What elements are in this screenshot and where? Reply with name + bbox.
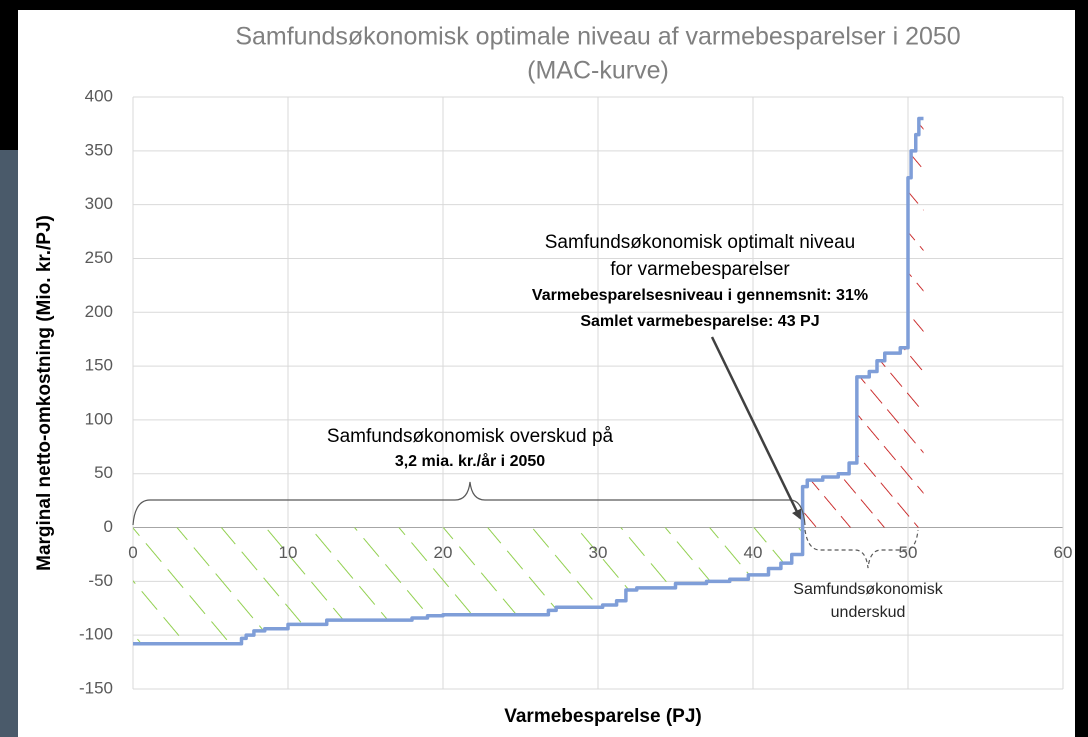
x-tick-label: 30: [589, 543, 608, 562]
y-tick-label: 250: [85, 248, 113, 267]
x-tick-label: 50: [899, 543, 918, 562]
y-tick-label: 400: [85, 86, 113, 105]
y-tick-label: -100: [79, 625, 113, 644]
y-tick-label: -50: [88, 571, 113, 590]
x-tick-label: 60: [1054, 543, 1073, 562]
y-tick-label: 0: [104, 517, 113, 536]
annotation: underskud: [831, 604, 906, 621]
chart: Samfundsøkonomisk optimale niveau af var…: [0, 0, 1088, 737]
y-axis-label: Marginal netto-omkostning (Mio. kr./PJ): [34, 215, 55, 571]
annotation: for varmebesparelser: [610, 259, 790, 280]
y-tick-label: 300: [85, 194, 113, 213]
annotation: Varmebesparelsesniveau i gennemsnit: 31%: [532, 287, 868, 304]
y-tick-label: 150: [85, 356, 113, 375]
x-tick-label: 20: [434, 543, 453, 562]
page: Samfundsøkonomisk optimale niveau af var…: [0, 0, 1088, 737]
y-tick-label: -150: [79, 678, 113, 697]
x-tick-label: 0: [128, 543, 137, 562]
x-axis-label: Varmebesparelse (PJ): [504, 706, 702, 727]
annotation: 3,2 mia. kr./år i 2050: [395, 452, 545, 470]
y-tick-label: 50: [94, 463, 113, 482]
annotation: Samfundsøkonomisk: [793, 581, 943, 598]
side-strip: [0, 150, 18, 737]
annotation: Samlet varmebesparelse: 43 PJ: [580, 313, 819, 330]
y-tick-label: 350: [85, 140, 113, 159]
chart-title: Samfundsøkonomisk optimale niveau af var…: [235, 23, 960, 51]
annotation: Samfundsøkonomisk overskud på: [327, 426, 614, 447]
annotation: Samfundsøkonomisk optimalt niveau: [545, 232, 855, 253]
y-tick-label: 100: [85, 409, 113, 428]
x-tick-label: 40: [744, 543, 763, 562]
y-tick-label: 200: [85, 302, 113, 321]
x-tick-label: 10: [279, 543, 298, 562]
chart-title: (MAC-kurve): [527, 57, 669, 85]
